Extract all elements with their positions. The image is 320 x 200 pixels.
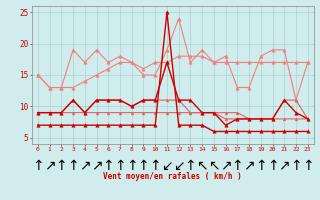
X-axis label: Vent moyen/en rafales ( km/h ): Vent moyen/en rafales ( km/h ) xyxy=(103,172,242,181)
